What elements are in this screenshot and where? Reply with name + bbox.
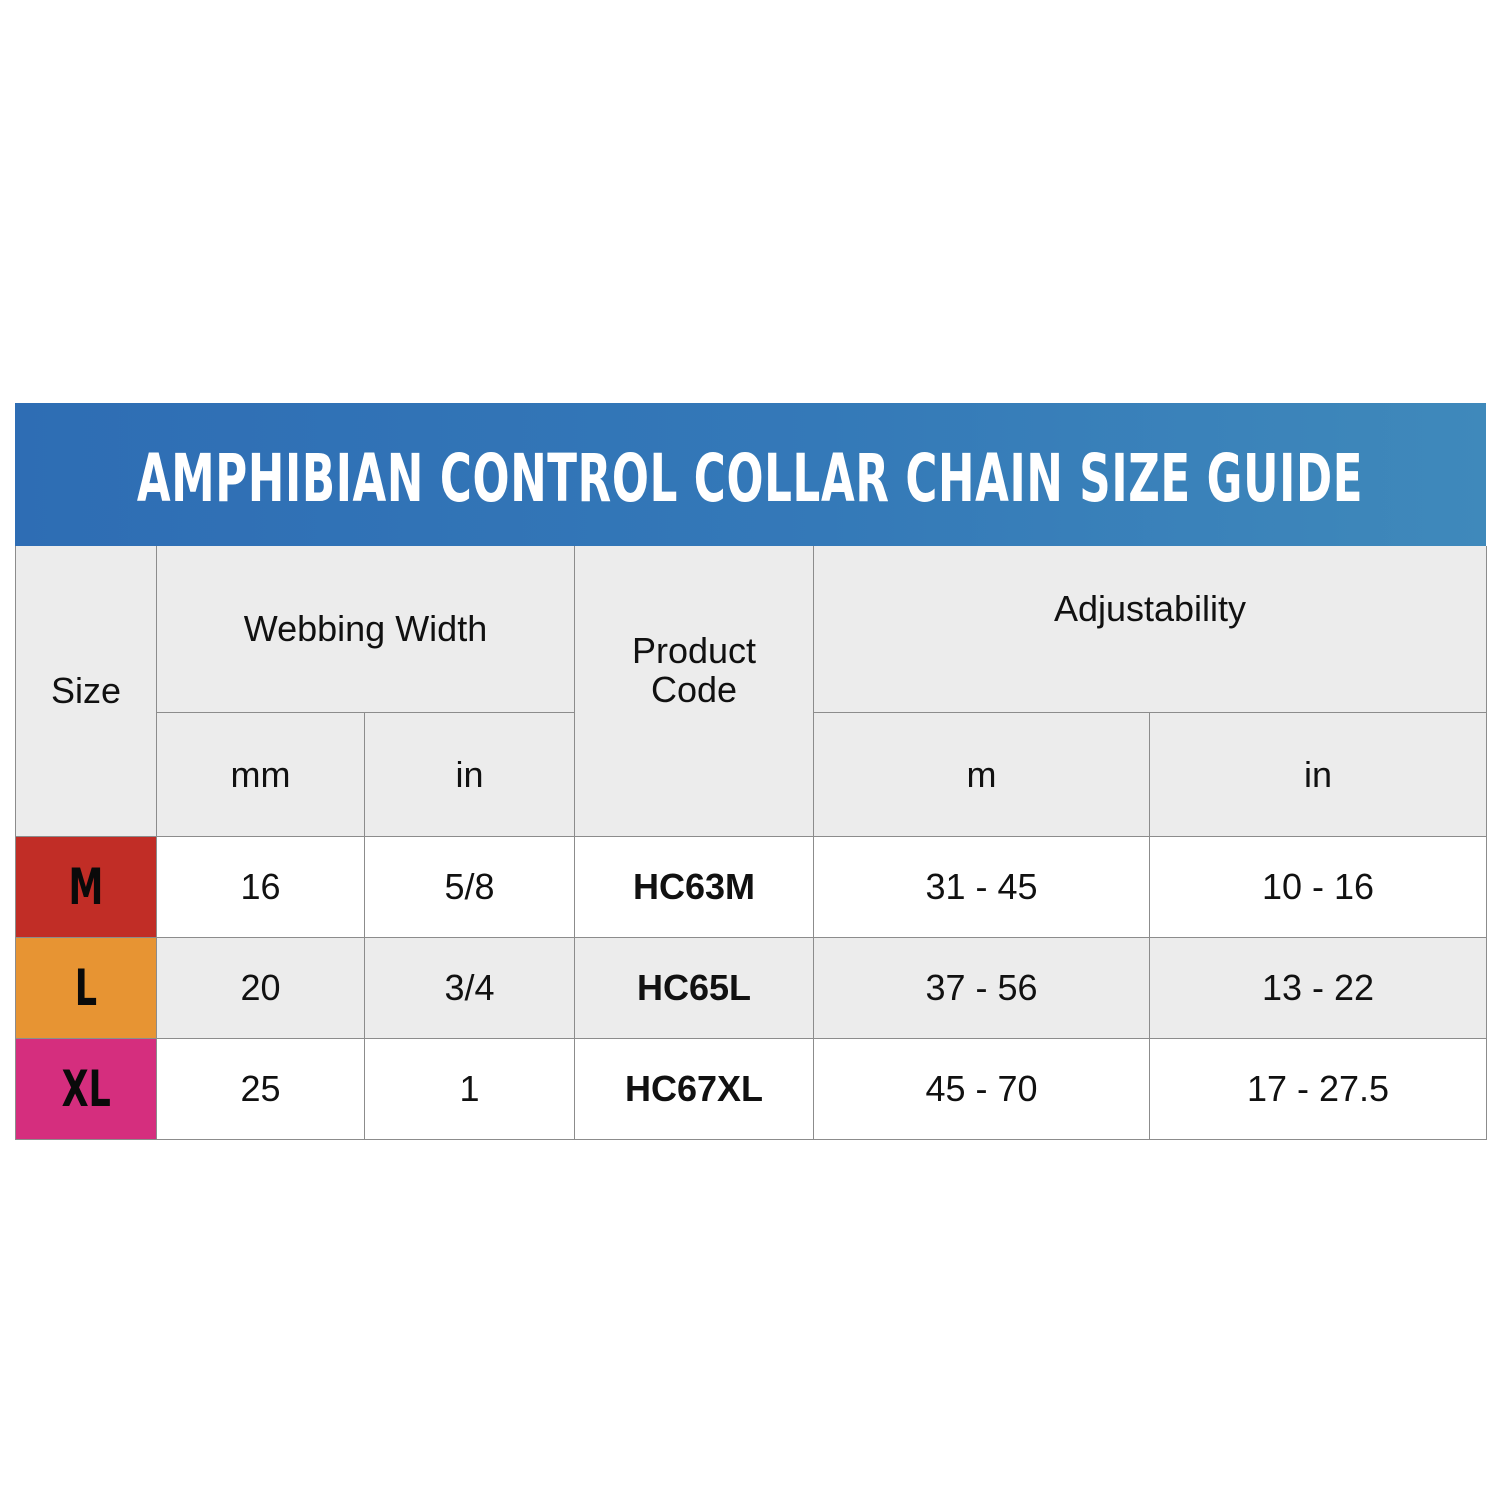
cell-adjust-m: 31 - 45 [813,836,1150,938]
header-product-code-line2: Code [650,669,738,710]
header-adjustability: Adjustability [813,546,1487,713]
size-guide: AMPHIBIAN CONTROL COLLAR CHAIN SIZE GUID… [15,403,1487,1140]
cell-adjust-in: 17 - 27.5 [1149,1038,1487,1140]
cell-webbing-mm: 25 [156,1038,365,1140]
header-adjust-in: in [1149,712,1487,837]
header-size: Size [15,546,157,837]
cell-adjust-in: 13 - 22 [1149,937,1487,1039]
cell-webbing-in: 3/4 [364,937,575,1039]
size-table: Size Webbing Width Product Code Adjustab… [15,546,1487,1140]
cell-product-code: HC65L [574,937,814,1039]
size-badge-xl: XL [15,1038,157,1140]
cell-adjust-in: 10 - 16 [1149,836,1487,938]
cell-webbing-mm: 20 [156,937,365,1039]
table-row-xl: XL 25 1 HC67XL 45 - 70 17 - 27.5 [15,1038,1487,1140]
header-webbing-mm: mm [156,712,365,837]
title-banner: AMPHIBIAN CONTROL COLLAR CHAIN SIZE GUID… [15,403,1486,546]
cell-product-code: HC63M [574,836,814,938]
table-row-l: L 20 3/4 HC65L 37 - 56 13 - 22 [15,937,1487,1039]
cell-webbing-mm: 16 [156,836,365,938]
cell-product-code: HC67XL [574,1038,814,1140]
cell-webbing-in: 1 [364,1038,575,1140]
header-product-code-line1: Product [631,630,757,671]
cell-webbing-in: 5/8 [364,836,575,938]
header-webbing-in: in [364,712,575,837]
table-row-m: M 16 5/8 HC63M 31 - 45 10 - 16 [15,836,1487,938]
size-badge-m: M [15,836,157,938]
header-product-code: Product Code [574,546,814,837]
size-badge-l: L [15,937,157,1039]
cell-adjust-m: 37 - 56 [813,937,1150,1039]
cell-adjust-m: 45 - 70 [813,1038,1150,1140]
header-webbing-width: Webbing Width [156,546,575,713]
guide-title: AMPHIBIAN CONTROL COLLAR CHAIN SIZE GUID… [137,440,1364,517]
header-adjust-m: m [813,712,1150,837]
